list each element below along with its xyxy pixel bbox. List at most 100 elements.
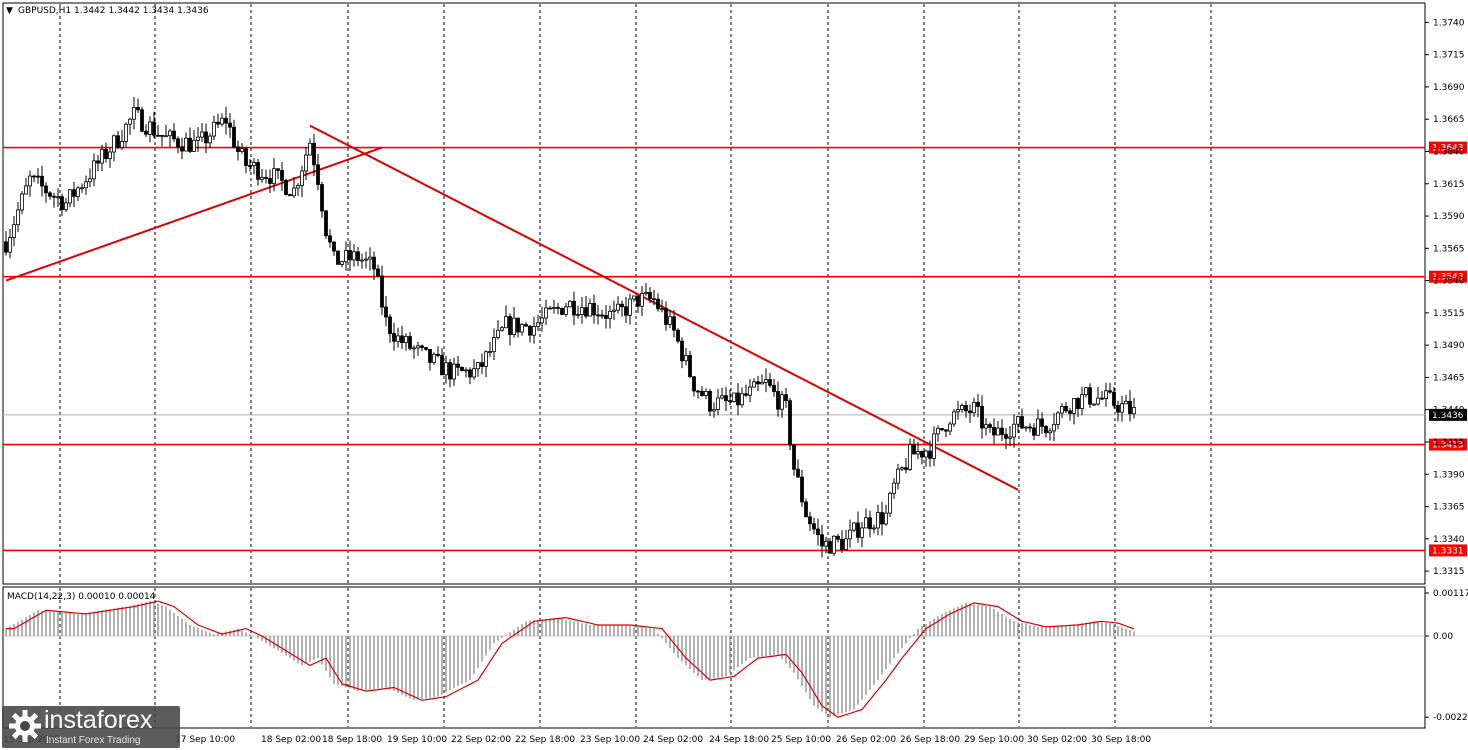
candle-body (104, 148, 108, 160)
x-tick-label: 29 Sep 10:00 (964, 735, 1024, 745)
candle-body (52, 195, 56, 198)
candle-body (1016, 416, 1020, 425)
candle-body (800, 476, 804, 503)
candle-body (736, 392, 740, 406)
candle-body (964, 405, 968, 412)
candle-body (600, 314, 604, 317)
candle-body (524, 324, 528, 327)
candle-body (856, 522, 860, 538)
candle-body (700, 390, 704, 396)
x-tick-label: 26 Sep 18:00 (900, 735, 960, 745)
candle-body (1036, 418, 1040, 436)
candle-body (320, 184, 324, 212)
trend-line (309, 124, 1019, 491)
candle-body (812, 523, 816, 530)
macd-tick-label: 0.00 (1433, 632, 1453, 642)
candle-body (364, 258, 368, 261)
candle-body (948, 423, 952, 432)
candle-body (76, 187, 80, 197)
candle-body (4, 241, 8, 253)
candle-body (828, 541, 832, 554)
candle-body (516, 317, 520, 333)
candle-body (972, 402, 976, 414)
candle-body (408, 336, 412, 349)
candle-body (1008, 436, 1012, 439)
x-tick-label: 25 Sep 10:00 (771, 735, 831, 745)
candle-body (372, 256, 376, 270)
candle-body (772, 384, 776, 392)
candle-body (688, 355, 692, 378)
candle-body (324, 210, 328, 237)
candle-body (48, 192, 52, 197)
candle-body (888, 492, 892, 514)
candle-body (732, 392, 736, 402)
candle-body (416, 345, 420, 349)
candle-body (12, 224, 16, 238)
candle-body (96, 160, 100, 164)
candle-body (880, 512, 884, 525)
candle-body (1068, 410, 1072, 414)
candle-body (380, 275, 384, 308)
x-tick-label: 22 Sep 18:00 (515, 735, 575, 745)
candle-body (680, 340, 684, 362)
candle-body (692, 376, 696, 392)
candle-body (36, 175, 40, 178)
candle-body (816, 528, 820, 536)
candle-body (332, 241, 336, 252)
candle-body (368, 256, 372, 260)
candle-body (836, 535, 840, 540)
candle-body (628, 298, 632, 316)
candle-body (548, 307, 552, 310)
y-tick-label: 1.3415 (1433, 438, 1465, 448)
candle-body (1004, 434, 1008, 439)
candle-body (232, 126, 236, 148)
candle-body (1108, 390, 1112, 393)
candle-body (596, 314, 600, 317)
candle-body (288, 194, 292, 197)
candle-body (248, 165, 252, 167)
candle-body (1028, 426, 1032, 429)
candle-body (1056, 412, 1060, 425)
candle-body (252, 162, 256, 167)
level-price-label: 1.3331 (1432, 546, 1464, 556)
candle-body (1092, 403, 1096, 406)
candle-body (8, 237, 12, 253)
candle-body (712, 409, 716, 412)
y-tick-label: 1.3615 (1433, 180, 1465, 190)
candle-body (176, 138, 180, 148)
level-price-tag (1429, 270, 1467, 283)
y-tick-label: 1.3465 (1433, 373, 1465, 383)
y-tick-label: 1.3665 (1433, 115, 1465, 125)
candle-body (488, 351, 492, 353)
candle-body (480, 362, 484, 367)
candle-body (168, 130, 172, 137)
candle-body (728, 400, 732, 403)
candle-body (456, 363, 460, 368)
dropdown-triangle-icon[interactable]: ▼ (6, 6, 13, 16)
candle-body (640, 293, 644, 307)
candle-body (32, 175, 36, 178)
candle-body (432, 353, 436, 363)
candle-body (268, 178, 272, 184)
candle-body (272, 168, 276, 184)
candle-body (72, 189, 76, 197)
candle-body (508, 316, 512, 335)
candle-body (588, 303, 592, 317)
candle-body (644, 292, 648, 294)
level-price-label: 1.3413 (1432, 441, 1464, 451)
candle-body (1076, 398, 1080, 409)
candle-body (1060, 406, 1064, 414)
y-tick-label: 1.3640 (1433, 147, 1465, 157)
candle-body (540, 317, 544, 324)
candle-body (260, 177, 264, 180)
candle-body (528, 325, 532, 336)
level-price-label: 1.3643 (1432, 144, 1464, 154)
candle-body (236, 146, 240, 152)
candle-body (572, 300, 576, 316)
candle-body (492, 337, 496, 352)
candle-body (944, 429, 948, 432)
watermark-tagline: Instant Forex Trading (46, 735, 141, 746)
candle-body (172, 130, 176, 140)
candle-body (292, 187, 296, 197)
